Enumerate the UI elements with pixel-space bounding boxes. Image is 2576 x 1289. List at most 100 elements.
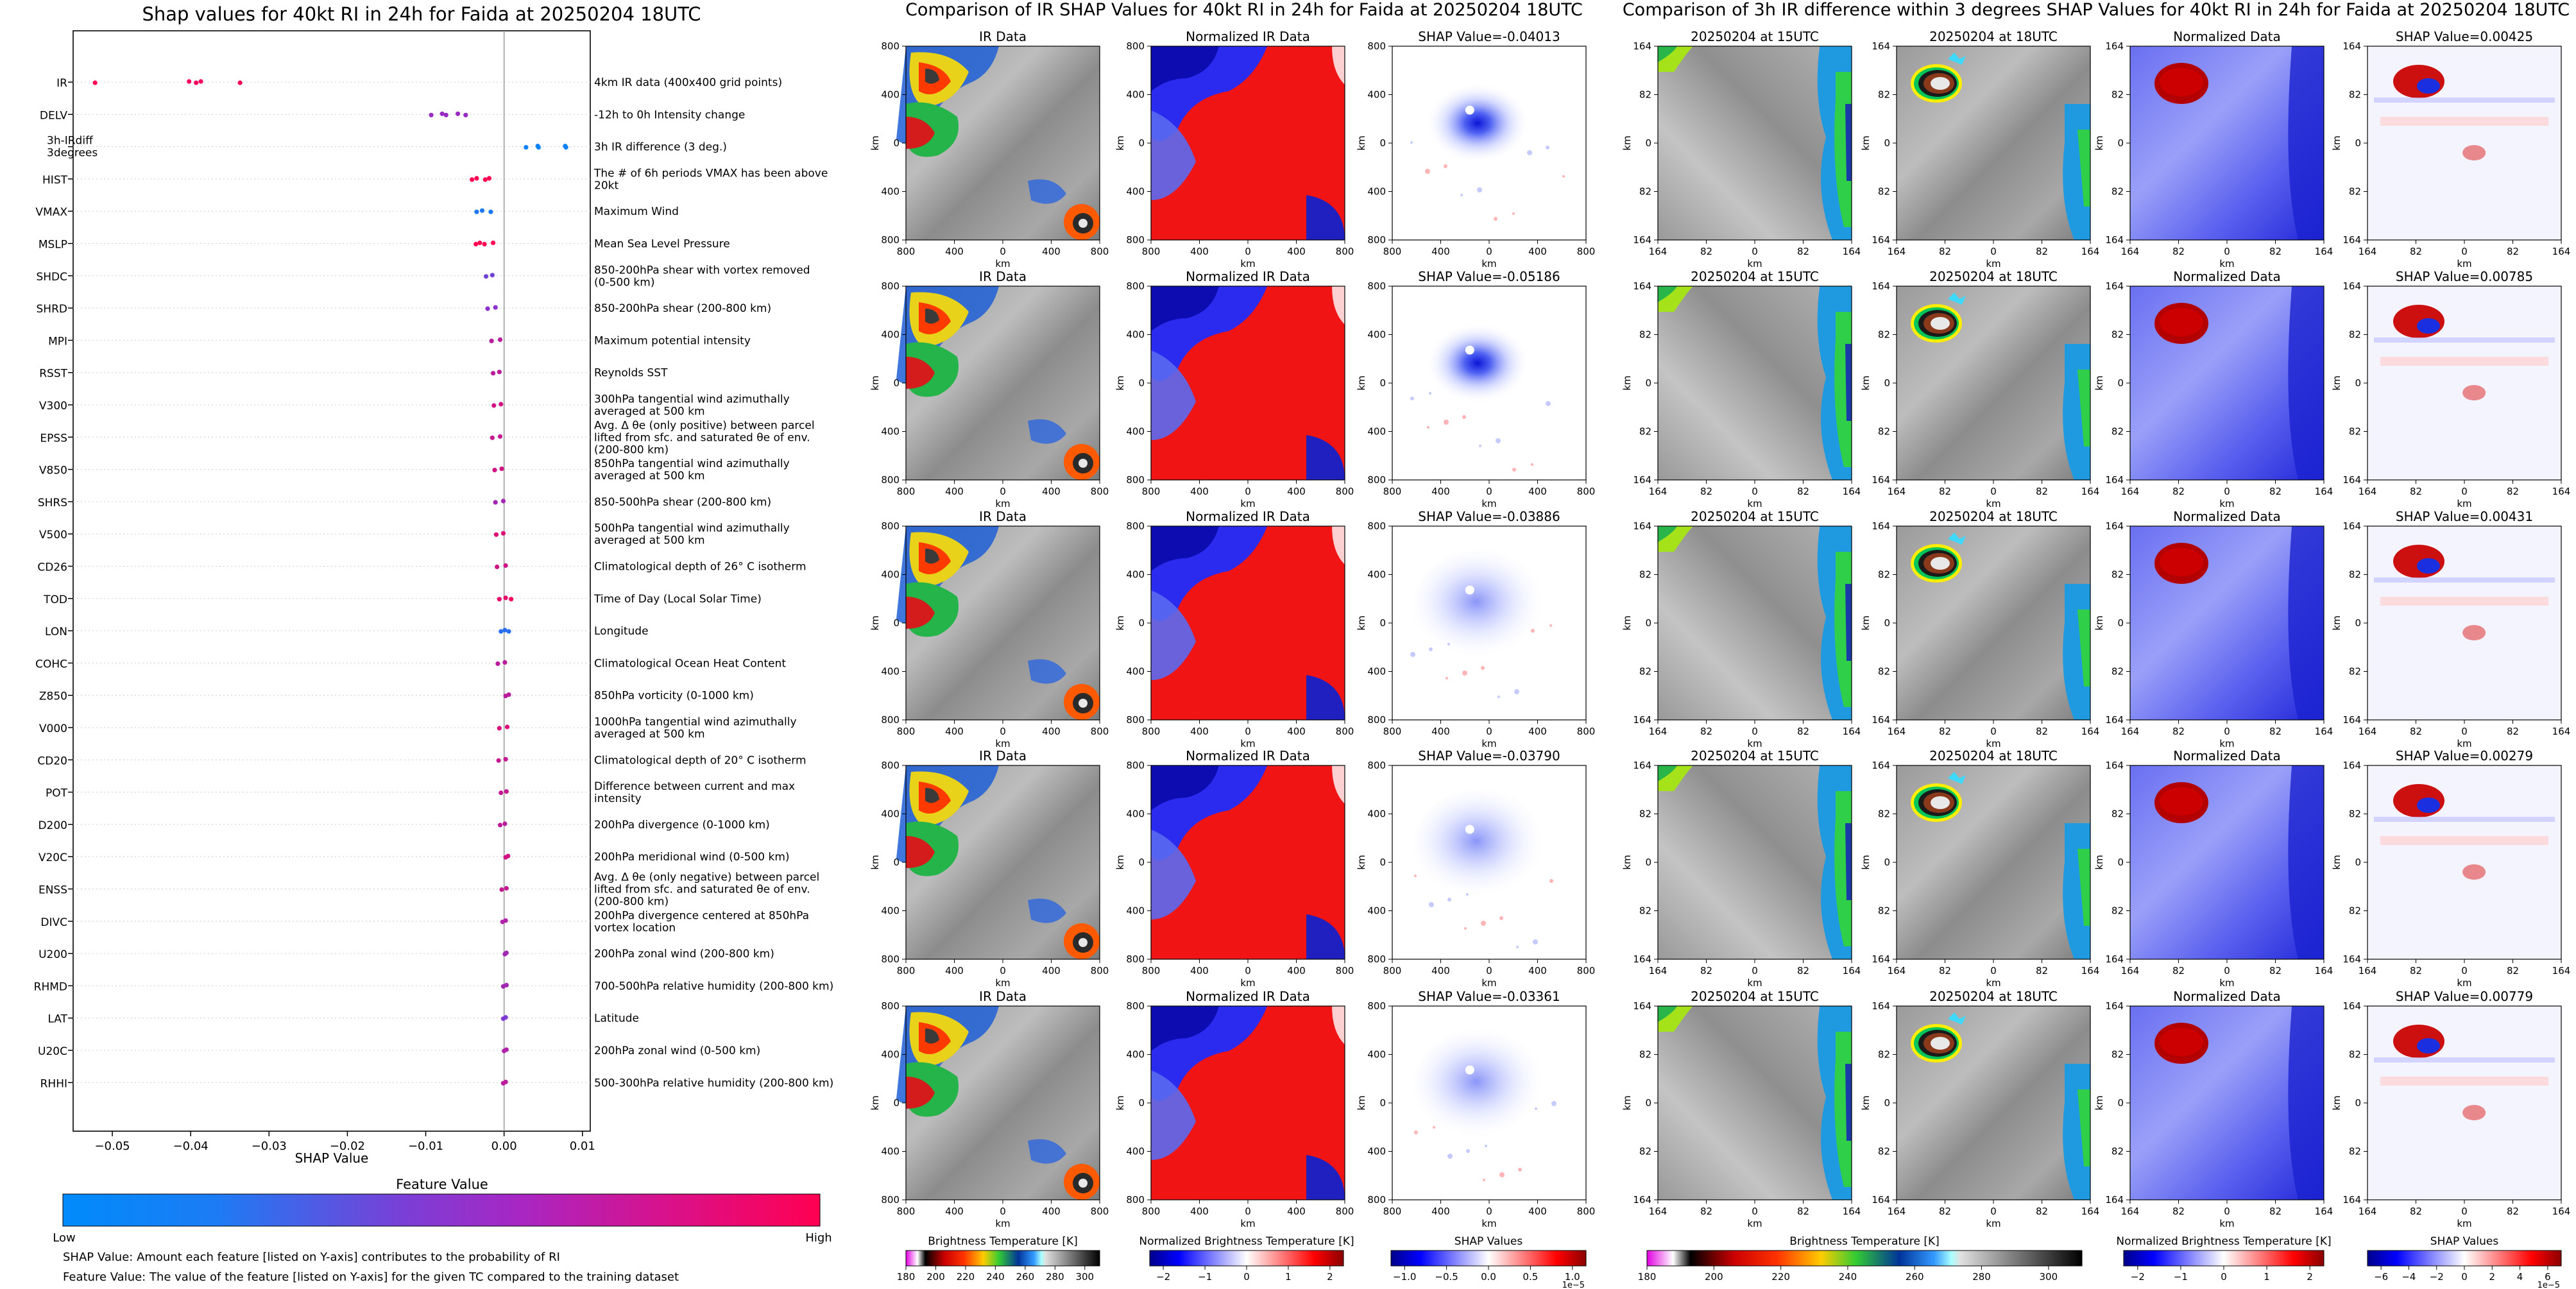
x-tick-label: 164 [2121,965,2140,977]
x-axis-label: km [1747,1218,1762,1229]
x-tick-label: 82 [2172,726,2185,737]
mid-title: Comparison of IR SHAP Values for 40kt RI… [905,0,1583,20]
y-tick-label: 164 [2105,760,2124,771]
colorbar-tick: 1 [1285,1271,1292,1283]
x-tick-label: 82 [2036,1206,2048,1217]
x-tick-label: 82 [1797,486,1809,497]
x-tick-label: 164 [1888,486,1906,497]
feature-description: 850-200hPa shear with vortex removed (0-5… [594,264,810,289]
shap-point [524,145,529,150]
panel-normd-row4: Normalized Data1641648282008282164164kmk… [2094,748,2333,989]
x-tick-label: 0 [2224,1206,2230,1217]
y-tick-label: 800 [1126,1194,1145,1206]
feature-label: SHDC [36,271,67,284]
colorbar-tick: −1 [1198,1271,1212,1283]
x-axis-label: km [1986,258,2000,269]
x-tick-label: 400 [1287,1206,1306,1217]
feature-description: 200hPa zonal wind (200-800 km) [594,948,774,960]
colorbar-tick: 4 [2517,1271,2523,1283]
x-tick-label: 164 [1888,246,1906,257]
y-axis-label: km [2331,855,2342,869]
feature-description: 850-200hPa shear (200-800 km) [594,302,771,315]
shap-point [489,338,494,344]
x-tick-label: 400 [1431,726,1450,737]
x-axis-label: km [1240,1218,1255,1229]
y-tick-label: 400 [881,186,900,198]
y-axis-label: km [1621,135,1633,150]
panel-title: 20250204 at 18UTC [1929,748,2058,764]
shap-point [506,692,511,697]
shap-point [500,531,506,536]
x-tick-label: 0 [1000,486,1006,497]
x-tick-label: 164 [2358,726,2377,737]
shap-point [488,209,493,214]
y-tick-label: 164 [2105,520,2124,532]
x-tick-label: 0 [2224,726,2230,737]
feature-colorbar-title: Feature Value [396,1177,488,1192]
y-tick-label: 800 [881,40,900,52]
y-axis-label: km [1621,615,1633,630]
panel-norm-row2: Normalized IR Data8008004004000040040080… [1114,269,1354,509]
panel-norm-row1: Normalized IR Data8008004004000040040080… [1114,29,1354,269]
x-axis-label: km [2219,738,2234,749]
x-tick-label: 82 [2410,1206,2422,1217]
x-tick-label: 800 [1577,246,1596,257]
shap-point [509,597,514,602]
feature-label: RSST [39,368,67,380]
x-tick-label: −0.04 [173,1140,209,1153]
y-tick-label: 82 [2349,89,2361,101]
y-tick-label: 800 [881,234,900,246]
y-tick-label: 0 [1884,1097,1890,1109]
x-tick-label: 82 [2507,1206,2519,1217]
shap-point [504,789,509,794]
x-tick-label: 0 [1752,486,1758,497]
x-tick-label: 82 [1939,965,1951,977]
panel-gray18-row1: 20250204 at 18UTC1641648282008282164164k… [1860,29,2099,269]
x-tick-label: 0 [2224,246,2230,257]
shap-point [496,758,501,763]
feature-label: V850 [39,465,67,477]
x-tick-label: 400 [1287,486,1306,497]
shap-point [503,756,508,762]
y-axis-label: km [2331,135,2342,150]
x-axis-label: km [1481,738,1496,749]
x-tick-label: 0 [1990,965,1997,977]
x-tick-label: 164 [1649,726,1668,737]
x-tick-label: 0 [2461,726,2468,737]
x-tick-label: 82 [1797,965,1809,977]
y-tick-label: 82 [2111,1146,2124,1157]
x-tick-label: 800 [1383,246,1402,257]
feature-description: 850-500hPa shear (200-800 km) [594,496,771,509]
x-axis-label: km [1986,498,2000,509]
y-tick-label: 164 [1872,280,1890,292]
panel-title: SHAP Value=0.00431 [2396,509,2533,524]
feature-label: TOD [43,593,67,606]
y-tick-label: 164 [1872,234,1890,246]
shap-point [497,726,502,731]
y-tick-label: 164 [2342,760,2361,771]
y-tick-label: 164 [2105,1000,2124,1012]
y-tick-label: 82 [2349,186,2361,198]
panel-title: Normalized IR Data [1186,989,1310,1004]
y-tick-label: 164 [2105,234,2124,246]
panel-title: SHAP Value=0.00785 [2396,269,2533,284]
colorbar-label: Normalized Brightness Temperature [K] [2116,1235,2331,1248]
colorbar-tick: 2 [2489,1271,2496,1283]
panel-gray15-row2: 20250204 at 15UTC1641648282008282164164k… [1621,269,1861,509]
y-tick-label: 0 [1645,617,1651,629]
x-axis-label: SHAP Value [295,1150,369,1166]
y-axis-label: km [2331,375,2342,390]
shap-point [474,176,479,181]
shap-point [491,403,497,408]
shap-point [490,273,495,278]
feature-label: D200 [38,819,67,832]
y-tick-label: 0 [1138,857,1145,868]
y-axis-label: km [1356,375,1367,390]
y-tick-label: 82 [2111,89,2124,101]
x-tick-label: 800 [1336,1206,1354,1217]
y-axis-label: km [1621,375,1633,390]
x-tick-label: −0.05 [94,1140,130,1153]
x-tick-label: 0 [1990,246,1997,257]
x-tick-label: 400 [1431,486,1450,497]
feature-colorbar [62,1193,821,1227]
